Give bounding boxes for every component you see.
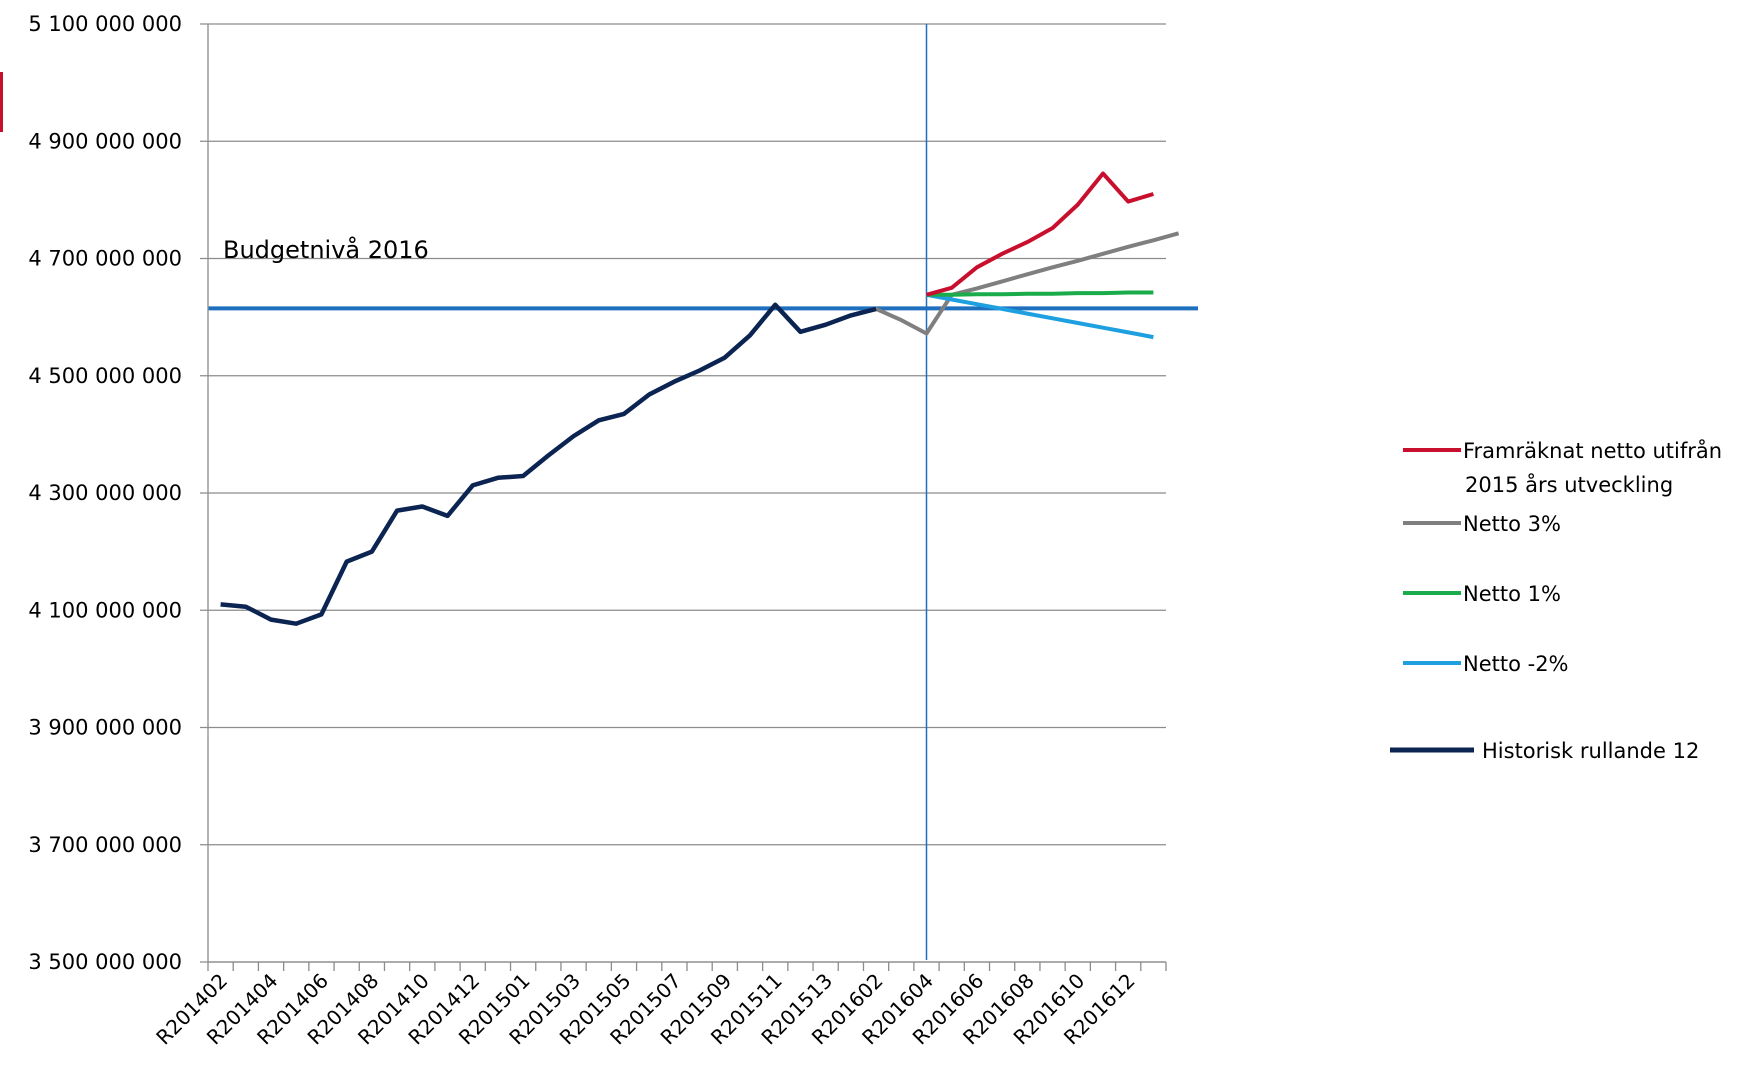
legend-label: Netto 1% <box>1463 582 1561 606</box>
series-line <box>925 171 1154 297</box>
x-tick-labels: R201402R201404R201406R201408R201410R2014… <box>151 969 1139 1050</box>
series-line <box>926 292 1154 340</box>
y-tick-label: 4 700 000 000 <box>28 247 182 271</box>
legend-label: Framräknat netto utifrån 2015 års utveckl… <box>1463 438 1722 497</box>
budget-annotation: Budgetnivå 2016 <box>223 235 429 264</box>
legend-label: Historisk rullande 12 <box>1482 739 1699 763</box>
y-tick-label: 3 700 000 000 <box>28 833 182 857</box>
budget-layer <box>208 24 1198 960</box>
series-line <box>220 302 877 626</box>
y-tick-label: 4 900 000 000 <box>28 129 182 153</box>
y-tick-label: 4 300 000 000 <box>28 481 182 505</box>
legend-label-line: 2015 års utveckling <box>1465 472 1673 497</box>
y-tick-label: 5 100 000 000 <box>28 12 182 36</box>
legend-label: Netto 3% <box>1463 512 1561 536</box>
y-tick-label: 4 100 000 000 <box>28 598 182 622</box>
legend-label-line: Framräknat netto utifrån <box>1463 438 1722 463</box>
y-tick-label: 3 900 000 000 <box>28 716 182 740</box>
gridlines <box>200 23 1166 963</box>
series-line <box>926 290 1154 297</box>
series-line <box>850 231 1180 336</box>
legend-label: Netto -2% <box>1463 652 1569 676</box>
legend: Framräknat netto utifrån 2015 års utveckl… <box>1390 438 1722 763</box>
series-layer <box>220 171 1180 626</box>
y-tick-label: 4 500 000 000 <box>28 364 182 388</box>
red-edge-marker <box>0 72 3 132</box>
y-tick-labels: 3 500 000 000 3 700 000 000 3 900 000 000 4… <box>28 12 182 974</box>
y-tick-label: 3 500 000 000 <box>28 950 182 974</box>
axes <box>207 24 1167 971</box>
